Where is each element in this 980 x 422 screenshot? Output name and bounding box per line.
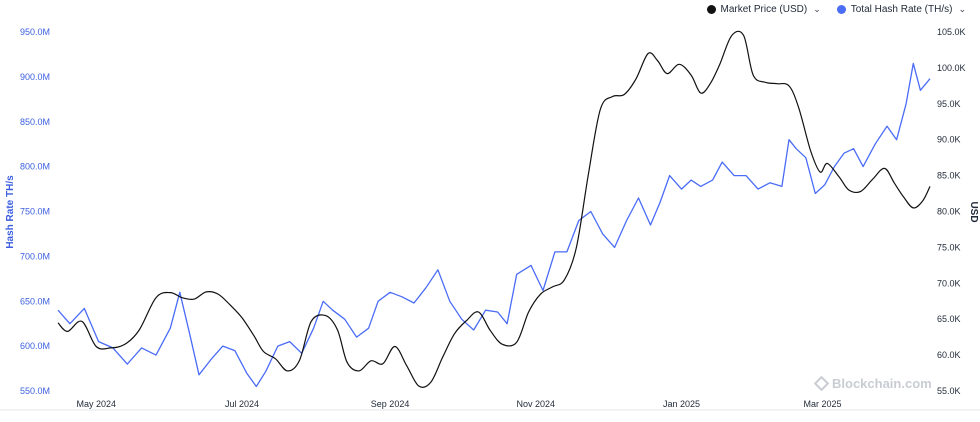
left-tick-label: 650.0M bbox=[20, 296, 50, 306]
left-tick-label: 950.0M bbox=[20, 27, 50, 37]
right-tick-label: 75.0K bbox=[937, 242, 961, 252]
right-tick-label: 100.0K bbox=[937, 63, 966, 73]
left-axis-title: Hash Rate TH/s bbox=[5, 175, 16, 249]
chart-legend: Market Price (USD) ⌄ Total Hash Rate (TH… bbox=[706, 4, 966, 15]
right-tick-label: 90.0K bbox=[937, 135, 961, 145]
x-tick-label: Jul 2024 bbox=[225, 399, 259, 409]
right-tick-label: 60.0K bbox=[937, 350, 961, 360]
hash-rate-series-line[interactable] bbox=[57, 62, 931, 388]
left-tick-label: 900.0M bbox=[20, 72, 50, 82]
right-tick-label: 105.0K bbox=[937, 27, 966, 37]
x-tick-label: Nov 2024 bbox=[517, 399, 556, 409]
right-axis-title: USD bbox=[968, 201, 979, 222]
hash-series-dot-icon bbox=[836, 5, 846, 14]
legend-item-hash[interactable]: Total Hash Rate (TH/s) ⌄ bbox=[836, 4, 966, 15]
left-tick-label: 700.0M bbox=[20, 251, 50, 261]
left-tick-label: 850.0M bbox=[20, 117, 50, 127]
right-tick-label: 95.0K bbox=[937, 99, 961, 109]
watermark-text: Blockchain.com bbox=[832, 376, 932, 391]
right-axis-ticks: 55.0K 60.0K 65.0K 70.0K 75.0K 80.0K 85.0K 90.0K… bbox=[937, 27, 966, 396]
right-tick-label: 55.0K bbox=[937, 386, 961, 396]
market-price-series-line[interactable] bbox=[57, 30, 931, 388]
series-lines bbox=[57, 30, 931, 388]
left-tick-label: 750.0M bbox=[20, 207, 50, 217]
x-tick-label: Mar 2025 bbox=[803, 399, 841, 409]
chevron-down-icon[interactable]: ⌄ bbox=[813, 4, 821, 14]
x-tick-label: Sep 2024 bbox=[371, 399, 410, 409]
legend-item-price[interactable]: Market Price (USD) ⌄ bbox=[706, 4, 821, 15]
x-axis-ticks: May 2024 Jul 2024 Sep 2024 Nov 2024 Jan 2025… bbox=[76, 399, 841, 409]
left-axis-ticks: 550.0M 600.0M 650.0M 700.0M 750.0M 800.0M 850.… bbox=[20, 27, 50, 396]
chevron-down-icon[interactable]: ⌄ bbox=[958, 4, 966, 14]
right-tick-label: 70.0K bbox=[937, 278, 961, 288]
legend-hash-label: Total Hash Rate (TH/s) bbox=[850, 4, 953, 15]
left-tick-label: 550.0M bbox=[20, 386, 50, 396]
right-tick-label: 65.0K bbox=[937, 314, 961, 324]
blockchain-logo-icon bbox=[813, 375, 830, 392]
price-series-dot-icon bbox=[706, 5, 716, 14]
legend-price-label: Market Price (USD) bbox=[720, 4, 808, 15]
left-tick-label: 800.0M bbox=[20, 162, 50, 172]
blockchain-watermark: Blockchain.com bbox=[813, 375, 932, 392]
left-tick-label: 600.0M bbox=[20, 341, 50, 351]
right-tick-label: 85.0K bbox=[937, 171, 961, 181]
x-tick-label: Jan 2025 bbox=[663, 399, 700, 409]
x-tick-label: May 2024 bbox=[76, 399, 116, 409]
right-tick-label: 80.0K bbox=[937, 207, 961, 217]
